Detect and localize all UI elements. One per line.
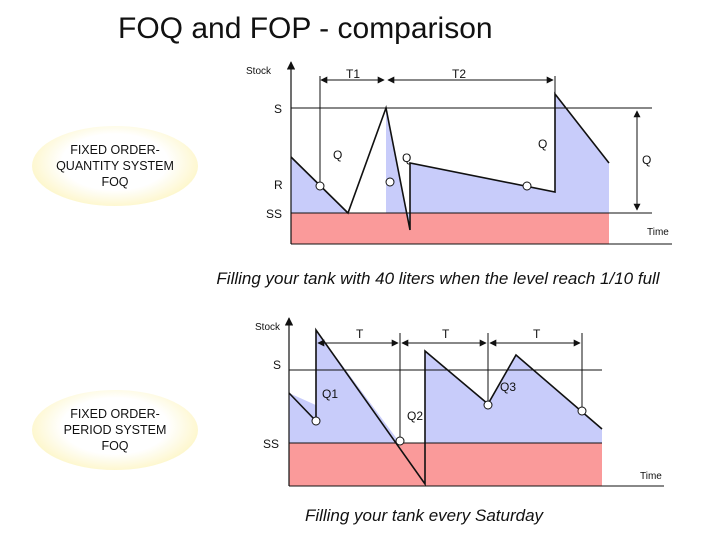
fop-caption: Filling your tank every Saturday — [304, 506, 544, 525]
foq-stock-line — [290, 91, 610, 231]
foq-diagram: Stock Time S R SS T1 T2 Q Q Q Q — [246, 61, 672, 245]
fop-stock-area-peak — [316, 330, 400, 443]
fop-x-axis-label: Time — [640, 471, 662, 482]
foq-level-ss-label: SS — [266, 207, 282, 221]
foq-stock-area — [291, 94, 609, 230]
foq-period-t1-label: T1 — [346, 67, 360, 81]
fop-q-label-3: Q3 — [500, 380, 516, 394]
fop-safety-stock-band — [289, 443, 602, 486]
foq-x-axis-label: Time — [647, 227, 669, 238]
foq-period-t2-label: T2 — [452, 67, 466, 81]
foq-caption: Filling your tank with 40 liters when th… — [216, 269, 660, 288]
fop-order-point — [483, 400, 493, 410]
fop-period-label-1: T — [356, 327, 364, 341]
fop-order-point — [395, 436, 405, 446]
fop-diagram: Stock Time S SS T T T Q1 Q2 Q3 — [255, 317, 664, 487]
fop-q-label-2: Q2 — [407, 409, 423, 423]
foq-q-label-1: Q — [333, 148, 342, 162]
fop-y-axis-label: Stock — [255, 322, 281, 333]
fop-period-label-3: T — [533, 327, 541, 341]
fop-level-ss-label: SS — [263, 437, 279, 451]
foq-label-line3: FOQ — [101, 175, 129, 189]
foq-reorder-point — [385, 177, 395, 187]
foq-reorder-point — [315, 181, 325, 191]
foq-system-label: FIXED ORDER- QUANTITY SYSTEM FOQ — [32, 126, 198, 206]
fop-stock-area-mid — [425, 351, 488, 443]
fop-level-s-label: S — [273, 358, 281, 372]
foq-safety-stock-band — [291, 213, 609, 244]
fop-system-label: FIXED ORDER- PERIOD SYSTEM FOQ — [32, 390, 198, 470]
fop-stock-area — [289, 355, 602, 443]
page-title: FOQ and FOP - comparison — [118, 12, 493, 45]
fop-period-label-2: T — [442, 327, 450, 341]
fop-label-line3: FOQ — [101, 439, 129, 453]
foq-label-line2: QUANTITY SYSTEM — [56, 159, 174, 173]
fop-label-line1: FIXED ORDER- — [70, 407, 160, 421]
foq-level-r-label: R — [274, 178, 283, 192]
foq-q-label-3: Q — [538, 137, 547, 151]
foq-reorder-point — [522, 181, 532, 191]
fop-q-label-1: Q1 — [322, 387, 338, 401]
foq-y-axis-label: Stock — [246, 66, 272, 77]
foq-label-line1: FIXED ORDER- — [70, 143, 160, 157]
foq-q-label-2: Q — [402, 151, 411, 165]
fop-order-point — [577, 406, 587, 416]
foq-q-label-4: Q — [642, 153, 651, 167]
fop-order-point — [311, 416, 321, 426]
fop-label-line2: PERIOD SYSTEM — [63, 423, 167, 437]
foq-level-s-label: S — [274, 102, 282, 116]
